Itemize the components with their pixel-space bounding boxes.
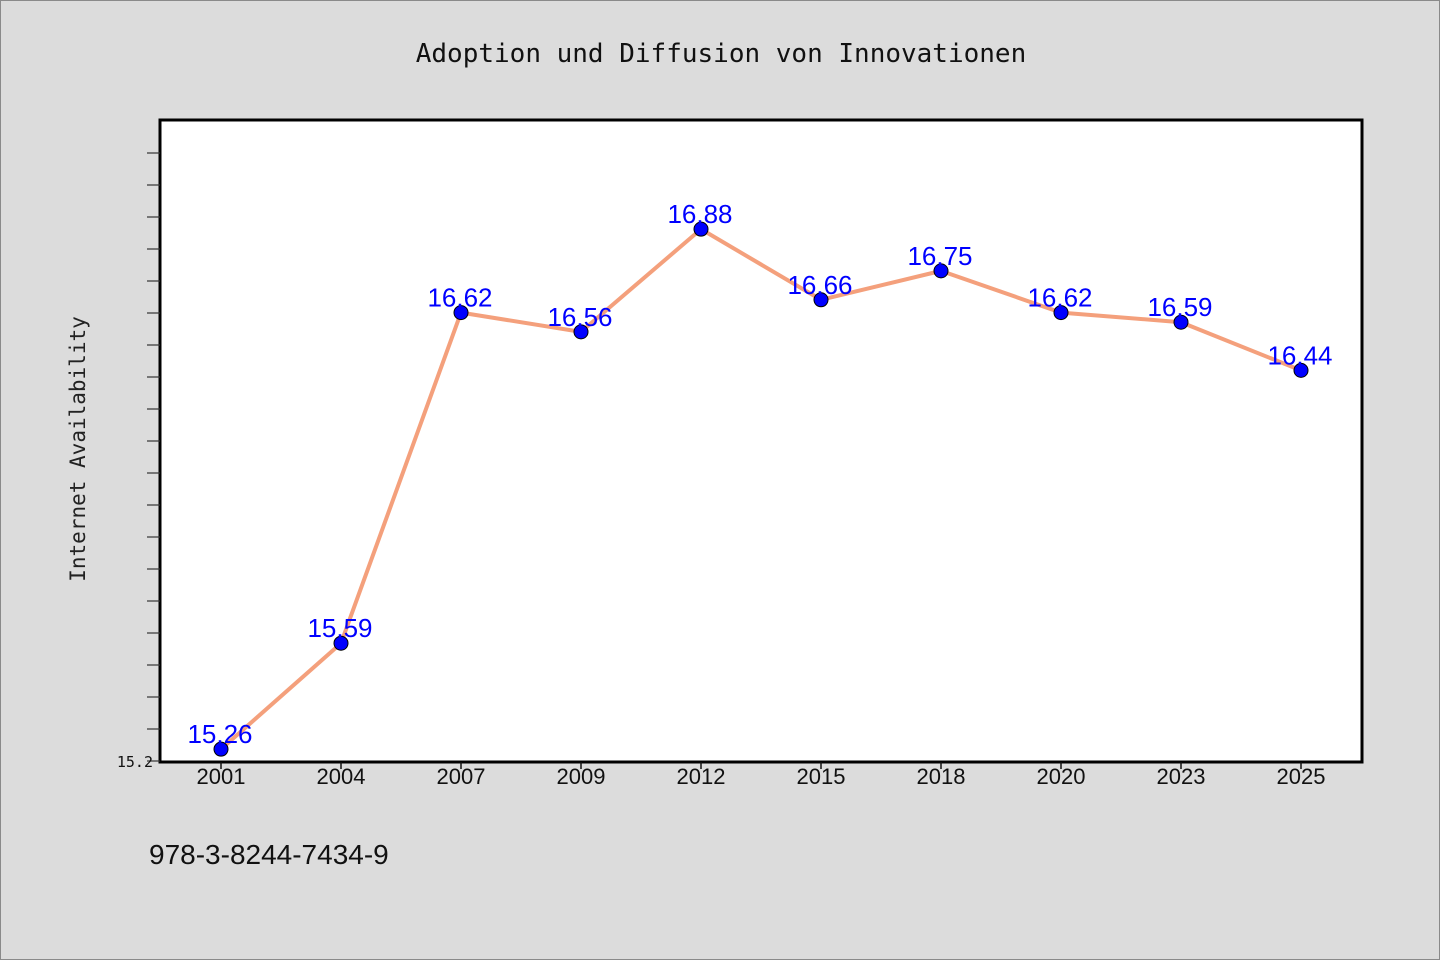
x-tick-label: 2007	[437, 764, 486, 789]
data-label-2025: 16.44	[1267, 340, 1332, 370]
data-label-2020: 16.62	[1027, 283, 1092, 313]
data-point-2012	[693, 221, 709, 237]
x-tick-label: 2001	[197, 764, 246, 789]
footer-code: 978-3-8244-7434-9	[149, 839, 389, 870]
data-point-2023	[1173, 314, 1189, 330]
data-label-2015: 16.66	[787, 270, 852, 300]
plot-area	[158, 118, 1364, 764]
x-tick-label: 2015	[797, 764, 846, 789]
data-label-2004: 15.59	[307, 613, 372, 643]
y-axis-ticks	[147, 152, 160, 762]
data-markers	[213, 221, 1309, 757]
data-label-2018: 16.75	[907, 241, 972, 271]
data-label-2007: 16.62	[427, 283, 492, 313]
data-point-2007	[453, 305, 469, 321]
data-point-2015	[813, 292, 829, 308]
data-label-2009: 16.56	[547, 302, 612, 332]
x-tick-label: 2020	[1037, 764, 1086, 789]
data-point-2001	[213, 741, 229, 757]
x-tick-label: 2023	[1157, 764, 1206, 789]
data-point-2009	[573, 324, 589, 340]
data-label-2023: 16.59	[1147, 292, 1212, 322]
data-label-2012: 16.88	[667, 199, 732, 229]
x-tick-label: 2004	[317, 764, 366, 789]
data-point-2025	[1293, 362, 1309, 378]
chart-title: Adoption und Diffusion von Innovationen	[416, 39, 1026, 69]
data-point-2004	[333, 635, 349, 651]
data-label-2001: 15.26	[187, 719, 252, 749]
y-tick-label: 15.2	[117, 753, 153, 771]
x-tick-label: 2025	[1277, 764, 1326, 789]
x-tick-label: 2012	[677, 764, 726, 789]
y-axis-label: Internet Availability	[66, 316, 90, 582]
data-point-2018	[933, 263, 949, 279]
x-tick-label: 2018	[917, 764, 966, 789]
x-tick-label: 2009	[557, 764, 606, 789]
x-axis: 2001 2004 2007 2009 2012 2015 2018 2020 2023 2025	[197, 762, 1326, 789]
data-point-2020	[1053, 305, 1069, 321]
series-line	[219, 227, 1303, 752]
data-labels: 15.26 15.59 16.62 16.56 16.88 16.66 16.75 16.62…	[187, 199, 1332, 749]
